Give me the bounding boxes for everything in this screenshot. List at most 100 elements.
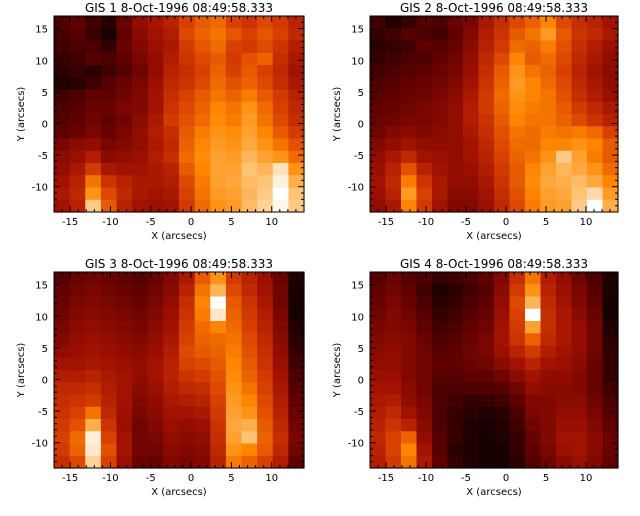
heatmap-cell: [416, 65, 433, 78]
heatmap-cell: [370, 321, 387, 334]
heatmap-cell: [494, 321, 511, 334]
heatmap-cell: [385, 443, 402, 457]
heatmap-cell: [288, 52, 305, 66]
heatmap-cell: [463, 28, 480, 42]
heatmap-cell: [54, 419, 71, 432]
heatmap-cell: [85, 382, 102, 396]
heatmap-cell: [85, 272, 102, 285]
heatmap-cell: [54, 431, 71, 445]
heatmap-cell: [509, 406, 526, 420]
heatmap-cell: [556, 89, 573, 103]
heatmap-cell: [587, 16, 604, 29]
heatmap-cell: [385, 101, 402, 115]
heatmap-cell: [210, 163, 227, 176]
heatmap-cell: [556, 370, 573, 383]
heatmap-cell: [587, 370, 604, 383]
heatmap-cell: [210, 345, 227, 359]
x-tick-label: 10: [580, 217, 593, 228]
heatmap-cell: [257, 308, 274, 322]
heatmap-cell: [540, 308, 557, 322]
heatmap-cell: [179, 296, 196, 310]
y-tick-label: 10: [35, 56, 48, 67]
heatmap-cell: [556, 175, 573, 189]
heatmap-cell: [587, 150, 604, 164]
heatmap-cell: [525, 272, 542, 285]
heatmap-cell: [225, 150, 243, 164]
plot-title: GIS 1 8-Oct-1996 08:49:58.333: [85, 1, 273, 15]
heatmap-cell: [163, 394, 180, 408]
heatmap-cell: [225, 163, 243, 176]
heatmap-cell: [225, 28, 243, 42]
plot-title: GIS 4 8-Oct-1996 08:49:58.333: [400, 257, 588, 271]
heatmap-cell: [447, 333, 464, 347]
heatmap-cell: [416, 187, 433, 201]
heatmap-cell: [85, 333, 102, 347]
heatmap-cell: [272, 163, 289, 176]
heatmap-cell: [416, 370, 433, 383]
heatmap-cell: [463, 138, 480, 152]
heatmap-cell: [509, 77, 526, 91]
heatmap-cell: [288, 199, 305, 213]
heatmap-cell: [401, 443, 418, 457]
y-tick-label: -5: [354, 151, 364, 162]
heatmap-cell: [540, 89, 557, 103]
heatmap-cell: [100, 16, 118, 29]
heatmap-cell: [147, 175, 164, 189]
heatmap-cell: [525, 65, 542, 78]
heatmap-cell: [225, 370, 243, 383]
x-tick-label: 0: [503, 473, 509, 484]
heatmap-cell: [116, 126, 133, 140]
heatmap-cell: [571, 382, 588, 396]
heatmap-cell: [69, 28, 86, 42]
heatmap-cell: [257, 382, 274, 396]
heatmap-cell: [416, 321, 433, 334]
heatmap-cell: [416, 126, 433, 140]
heatmap-cell: [478, 370, 495, 383]
heatmap-cell: [432, 308, 449, 322]
heatmap-cell: [163, 431, 180, 445]
heatmap-cell: [587, 101, 604, 115]
heatmap-cell: [370, 138, 387, 152]
heatmap-cell: [556, 163, 573, 176]
heatmap-cell: [225, 16, 243, 29]
heatmap-cell: [100, 455, 118, 469]
heatmap-cell: [225, 419, 243, 432]
heatmap-cell: [478, 284, 495, 298]
heatmap-cell: [509, 308, 526, 322]
x-axis-label: X (arcsecs): [466, 231, 522, 242]
heatmap-cell: [194, 199, 211, 213]
heatmap-cell: [571, 138, 588, 152]
heatmap-cell: [525, 443, 542, 457]
heatmap-cell: [257, 101, 274, 115]
heatmap-cell: [179, 65, 196, 78]
heatmap-cell: [288, 101, 305, 115]
heatmap-cell: [69, 419, 86, 432]
heatmap-cell: [54, 308, 71, 322]
heatmap-cell: [54, 321, 71, 334]
heatmap-cell: [385, 40, 402, 54]
heatmap-cell: [370, 101, 387, 115]
heatmap-cell: [116, 357, 133, 371]
heatmap-cell: [288, 40, 305, 54]
heatmap-cell: [370, 52, 387, 66]
heatmap-cell: [288, 150, 305, 164]
heatmap-cell: [556, 443, 573, 457]
heatmap-cell: [385, 284, 402, 298]
heatmap-cell: [571, 126, 588, 140]
heatmap-cell: [69, 150, 86, 164]
heatmap-cell: [602, 52, 619, 66]
heatmap-cell: [100, 308, 118, 322]
heatmap-cell: [556, 114, 573, 127]
heatmap-cell: [432, 150, 449, 164]
heatmap-cell: [210, 394, 227, 408]
heatmap-cell: [85, 101, 102, 115]
heatmap-cell: [525, 28, 542, 42]
heatmap-cell: [509, 163, 526, 176]
heatmap-cell: [116, 419, 133, 432]
heatmap-cell: [132, 89, 149, 103]
heatmap-cell: [100, 114, 118, 127]
heatmap-cell: [370, 431, 387, 445]
heatmap-cell: [241, 321, 258, 334]
heatmap-cell: [288, 394, 305, 408]
